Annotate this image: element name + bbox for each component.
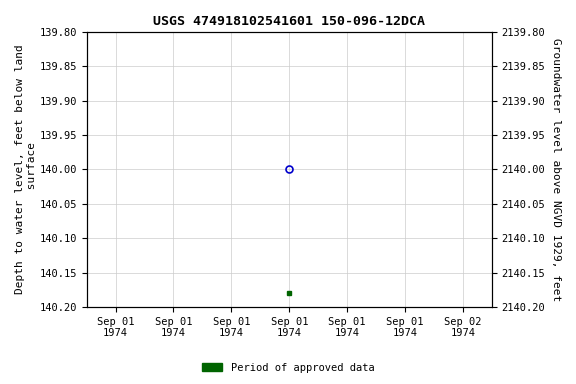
Title: USGS 474918102541601 150-096-12DCA: USGS 474918102541601 150-096-12DCA [153,15,425,28]
Legend: Period of approved data: Period of approved data [198,359,378,377]
Y-axis label: Groundwater level above NGVD 1929, feet: Groundwater level above NGVD 1929, feet [551,38,561,301]
Y-axis label: Depth to water level, feet below land
 surface: Depth to water level, feet below land su… [15,45,37,294]
